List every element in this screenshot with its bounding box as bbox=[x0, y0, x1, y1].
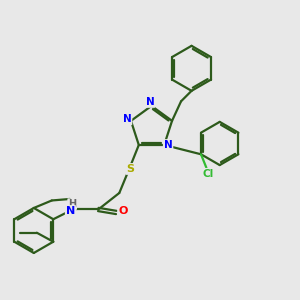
Text: N: N bbox=[164, 140, 172, 150]
Text: S: S bbox=[126, 164, 134, 174]
Text: N: N bbox=[66, 206, 75, 216]
Text: Cl: Cl bbox=[202, 169, 214, 179]
Text: N: N bbox=[146, 97, 154, 107]
Text: N: N bbox=[123, 114, 131, 124]
Text: H: H bbox=[68, 199, 76, 209]
Text: O: O bbox=[118, 206, 128, 216]
